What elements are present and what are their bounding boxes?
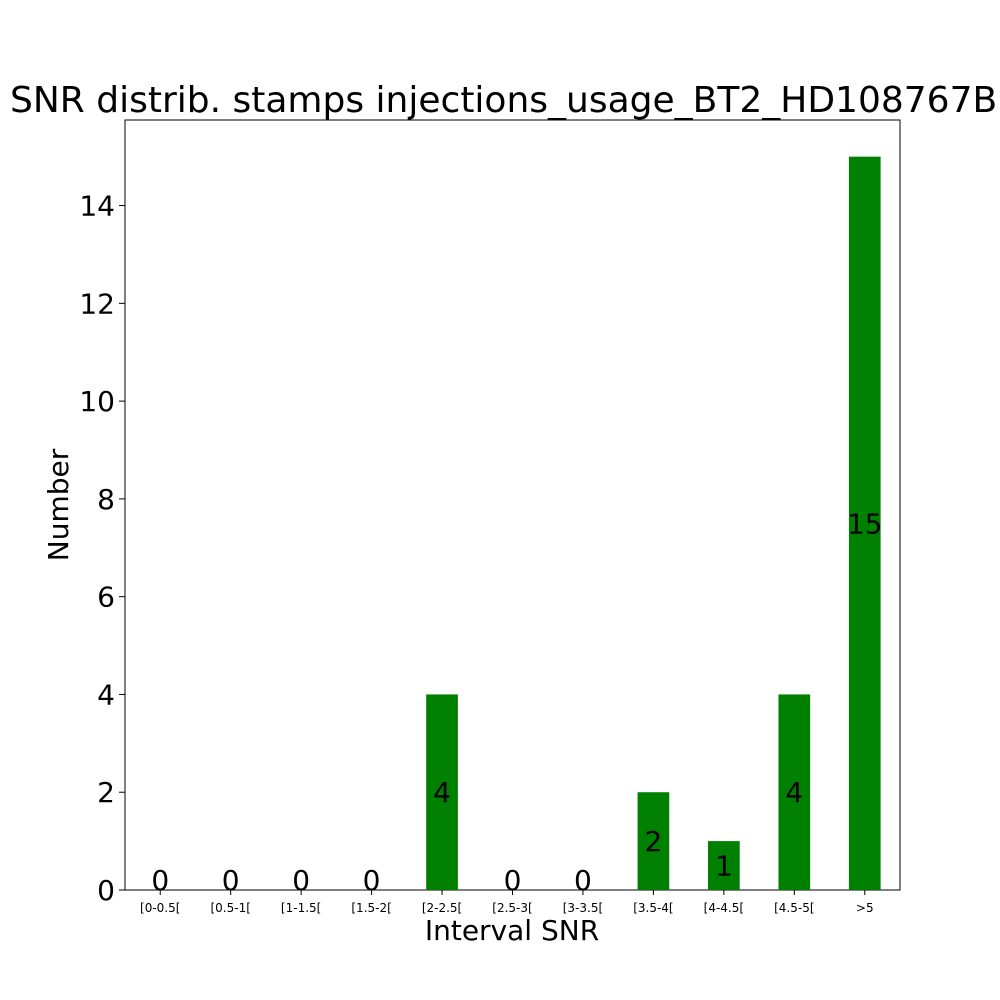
x-tick-label: [4-4.5[ — [704, 901, 744, 915]
bar-value-label: 15 — [847, 507, 883, 540]
x-tick-label: [4.5-5[ — [774, 901, 814, 915]
x-tick-label: [1-1.5[ — [281, 901, 321, 915]
y-tick-label: 12 — [79, 287, 115, 320]
y-axis-label: Number — [42, 448, 75, 561]
y-tick-label: 14 — [79, 190, 115, 223]
y-tick-label: 6 — [97, 581, 115, 614]
x-tick-label: [2.5-3[ — [492, 901, 532, 915]
bar-value-label: 0 — [574, 864, 592, 897]
bar-value-label: 2 — [644, 825, 662, 858]
x-tick-label: >5 — [856, 901, 874, 915]
bar — [426, 694, 458, 890]
x-tick-label: [3.5-4[ — [633, 901, 673, 915]
x-tick-label: [2-2.5[ — [422, 901, 462, 915]
y-tick-label: 10 — [79, 385, 115, 418]
bar — [708, 841, 740, 890]
bar-value-label: 1 — [715, 850, 733, 883]
y-tick-label: 2 — [97, 776, 115, 809]
bar — [778, 694, 811, 890]
bar-value-label: 0 — [504, 864, 522, 897]
bar-value-label: 0 — [292, 864, 310, 897]
x-tick-label: [1.5-2[ — [351, 901, 391, 915]
x-tick-label: [3-3.5[ — [563, 901, 603, 915]
bar-value-label: 0 — [363, 864, 381, 897]
bar-value-label: 4 — [785, 776, 803, 809]
bar-value-label: 4 — [433, 776, 451, 809]
bar — [637, 792, 670, 890]
x-tick-label: [0-0.5[ — [140, 901, 180, 915]
y-tick-label: 0 — [97, 874, 115, 907]
bar-value-label: 0 — [151, 864, 169, 897]
y-tick-label: 4 — [97, 678, 115, 711]
x-tick-label: [0.5-1[ — [210, 901, 250, 915]
x-axis-label: Interval SNR — [425, 914, 599, 947]
bar-value-label: 0 — [222, 864, 240, 897]
chart-title: SNR distrib. stamps injections_usage_BT2… — [10, 80, 997, 121]
bar — [848, 156, 881, 890]
y-tick-label: 8 — [97, 483, 115, 516]
